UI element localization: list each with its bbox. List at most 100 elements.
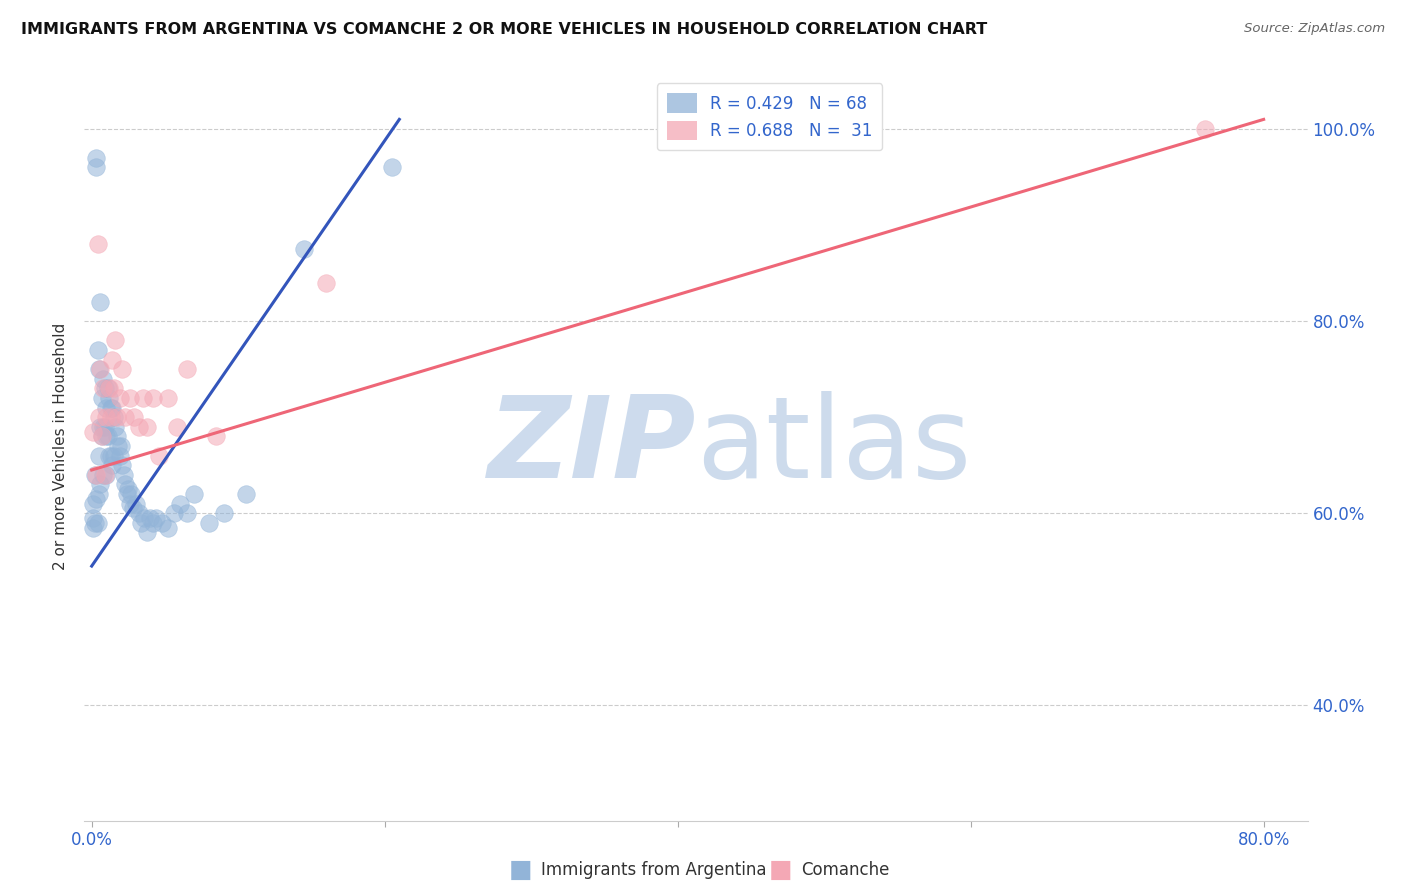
Point xyxy=(315,276,337,290)
Point xyxy=(96,467,118,482)
Point xyxy=(87,362,110,376)
Legend: R = 0.429   N = 68, R = 0.688   N =  31: R = 0.429 N = 68, R = 0.688 N = 31 xyxy=(657,84,882,150)
Point xyxy=(176,506,198,520)
Point xyxy=(103,449,125,463)
Point xyxy=(150,516,173,530)
Point xyxy=(96,410,118,425)
Point xyxy=(107,439,129,453)
Point xyxy=(96,429,118,443)
Point xyxy=(91,429,114,443)
Point xyxy=(89,294,111,309)
Point xyxy=(120,487,142,501)
Point xyxy=(156,521,179,535)
Point xyxy=(156,391,179,405)
Point xyxy=(104,419,127,434)
Point xyxy=(97,381,120,395)
Point xyxy=(166,419,188,434)
Point xyxy=(136,525,159,540)
Point xyxy=(94,419,117,434)
Text: IMMIGRANTS FROM ARGENTINA VS COMANCHE 2 OR MORE VEHICLES IN HOUSEHOLD CORRELATIO: IMMIGRANTS FROM ARGENTINA VS COMANCHE 2 … xyxy=(21,22,987,37)
Point xyxy=(98,381,121,395)
Point xyxy=(111,458,134,473)
Point xyxy=(121,501,143,516)
Point xyxy=(100,449,122,463)
Point xyxy=(94,467,117,482)
Point xyxy=(205,429,228,443)
Point xyxy=(98,449,121,463)
Point xyxy=(89,477,111,491)
Point xyxy=(83,467,105,482)
Point xyxy=(105,429,128,443)
Point xyxy=(91,429,114,443)
Point xyxy=(105,410,128,425)
Point xyxy=(91,391,114,405)
Point xyxy=(381,161,404,175)
Point xyxy=(163,506,186,520)
Point xyxy=(82,521,104,535)
Point xyxy=(86,237,108,252)
Y-axis label: 2 or more Vehicles in Household: 2 or more Vehicles in Household xyxy=(53,322,69,570)
Point xyxy=(132,391,155,405)
Point xyxy=(142,516,165,530)
Point xyxy=(114,410,136,425)
Point xyxy=(142,391,165,405)
Point xyxy=(94,381,117,395)
Point xyxy=(103,381,125,395)
Point xyxy=(1194,122,1216,136)
Point xyxy=(131,516,153,530)
Point xyxy=(104,334,127,348)
Point xyxy=(96,401,118,415)
Point xyxy=(128,419,150,434)
Point xyxy=(134,511,156,525)
Point xyxy=(110,439,132,453)
Point xyxy=(111,362,134,376)
Point xyxy=(86,516,108,530)
Point xyxy=(101,352,124,367)
Point xyxy=(108,449,131,463)
Text: Immigrants from Argentina: Immigrants from Argentina xyxy=(541,861,766,879)
Point xyxy=(93,419,115,434)
Point xyxy=(145,511,167,525)
Point xyxy=(98,391,121,405)
Point xyxy=(97,429,120,443)
Point xyxy=(87,449,110,463)
Point xyxy=(103,410,125,425)
Point xyxy=(93,372,115,386)
Point xyxy=(148,449,170,463)
Text: Source: ZipAtlas.com: Source: ZipAtlas.com xyxy=(1244,22,1385,36)
Point xyxy=(118,497,141,511)
Point xyxy=(114,477,136,491)
Text: ■: ■ xyxy=(509,858,531,881)
Point xyxy=(83,516,105,530)
Point xyxy=(139,511,162,525)
Text: ■: ■ xyxy=(769,858,792,881)
Point xyxy=(124,497,146,511)
Point xyxy=(117,482,139,496)
Point xyxy=(108,391,131,405)
Point xyxy=(82,511,104,525)
Text: ZIP: ZIP xyxy=(488,391,696,501)
Point xyxy=(115,487,138,501)
Point xyxy=(100,401,122,415)
Point xyxy=(89,419,111,434)
Point xyxy=(292,242,315,256)
Point xyxy=(169,497,191,511)
Point xyxy=(122,410,145,425)
Text: atlas: atlas xyxy=(696,391,972,501)
Point xyxy=(136,419,159,434)
Point xyxy=(86,343,108,357)
Point xyxy=(235,487,257,501)
Point xyxy=(84,491,107,506)
Text: Comanche: Comanche xyxy=(801,861,890,879)
Point xyxy=(82,497,104,511)
Point xyxy=(212,506,235,520)
Point xyxy=(93,467,115,482)
Point xyxy=(101,458,124,473)
Point xyxy=(82,425,104,439)
Point xyxy=(84,467,107,482)
Point xyxy=(118,391,141,405)
Point xyxy=(128,506,150,520)
Point xyxy=(198,516,221,530)
Point xyxy=(89,362,111,376)
Point xyxy=(101,401,124,415)
